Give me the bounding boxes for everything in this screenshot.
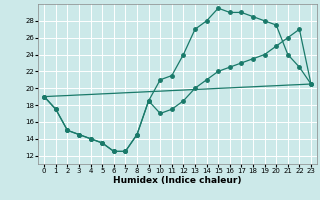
X-axis label: Humidex (Indice chaleur): Humidex (Indice chaleur) xyxy=(113,176,242,185)
